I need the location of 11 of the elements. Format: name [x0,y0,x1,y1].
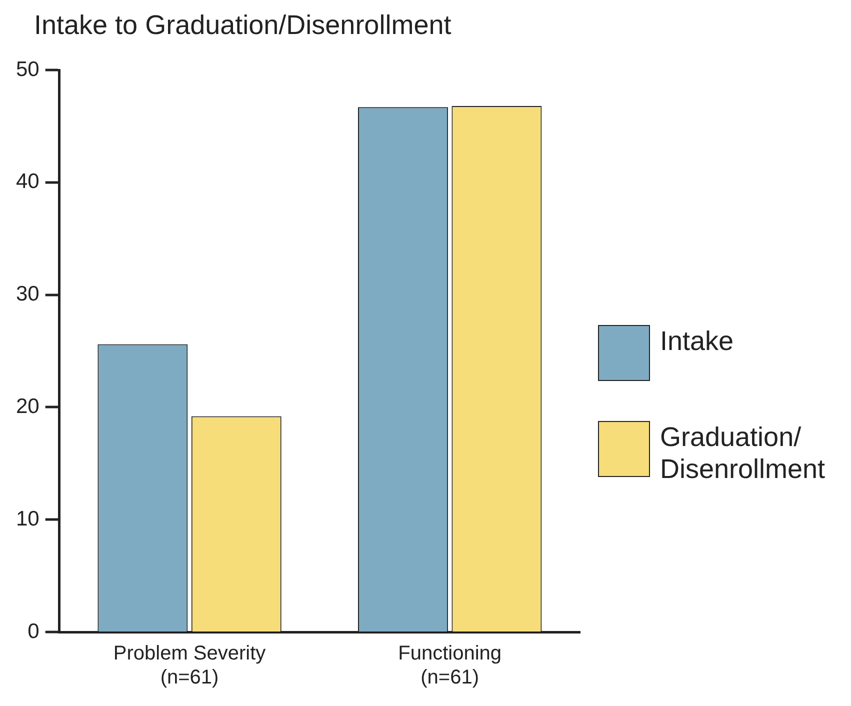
y-tick-label: 20 [16,394,40,418]
x-tick-label: Problem Severity (n=61) [113,642,266,689]
legend-label: Graduation/Disenrollment [660,421,826,486]
y-tick-label: 50 [16,58,40,81]
y-tick-label: 30 [16,282,40,306]
chart-title: Intake to Graduation/Disenrollment [34,10,452,41]
x-tick-label: Functioning (n=61) [398,642,502,689]
y-tick-label: 10 [16,507,40,530]
legend-label: Intake [660,325,734,358]
y-tick-label: 0 [28,620,40,643]
y-tick-label: 40 [16,170,40,194]
